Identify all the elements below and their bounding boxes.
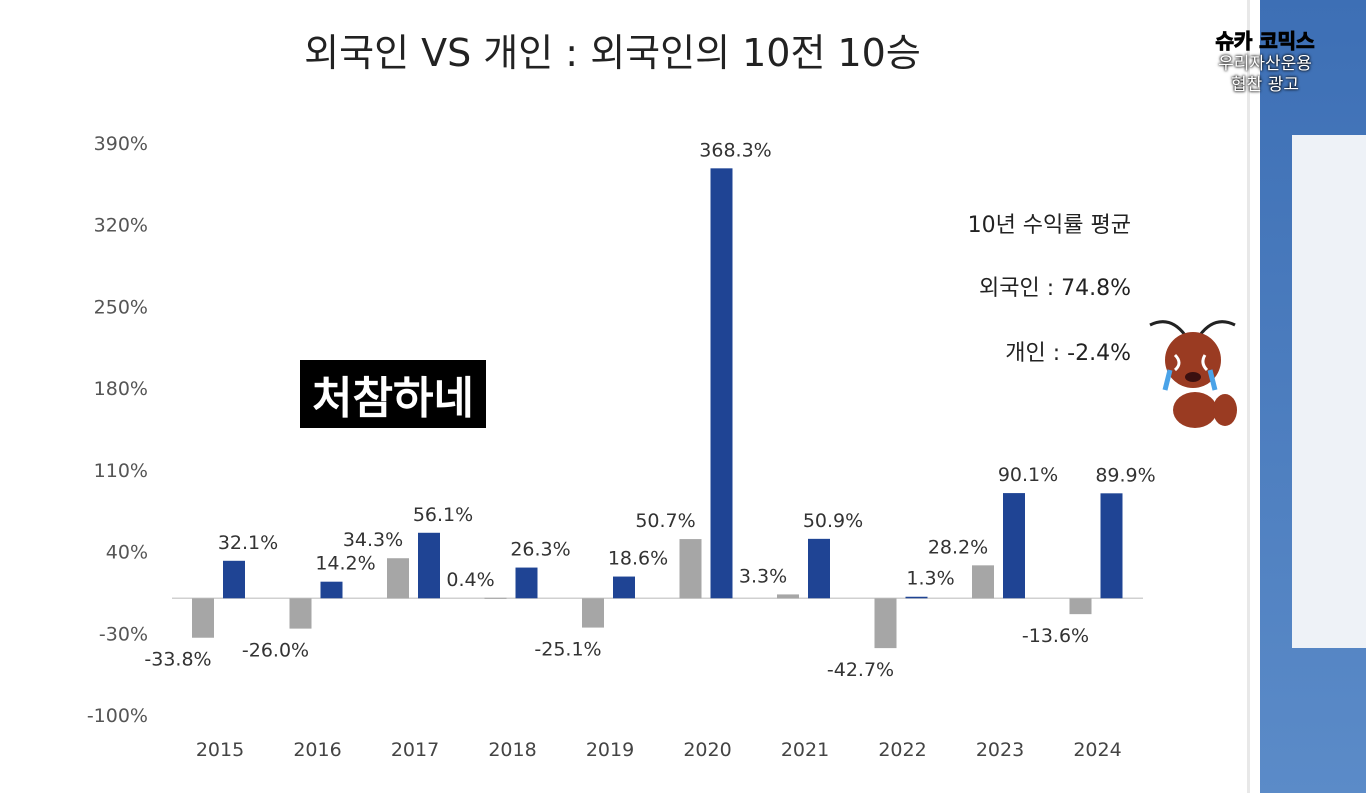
x-tick-label: 2016 — [293, 739, 341, 761]
data-label: 34.3% — [343, 529, 403, 551]
data-label: 90.1% — [998, 464, 1058, 486]
x-tick-label: 2017 — [391, 739, 439, 761]
data-label: 32.1% — [218, 532, 278, 554]
data-label: -33.8% — [144, 649, 211, 671]
y-tick-label: 250% — [94, 296, 148, 318]
data-label: 50.9% — [803, 510, 863, 532]
bar-foreign — [710, 168, 733, 599]
channel-logo: 슈카 코믹스 우리자산운용 협찬 광고 — [1200, 25, 1330, 96]
x-tick-label: 2023 — [976, 739, 1024, 761]
y-tick-label: 40% — [106, 542, 148, 564]
bar-foreign — [223, 560, 245, 599]
sponsor-line2: 협찬 광고 — [1231, 75, 1299, 95]
bar-individual — [387, 558, 409, 599]
bar-individual — [582, 598, 604, 628]
x-tick-label: 2022 — [878, 739, 926, 761]
data-label: -25.1% — [534, 639, 601, 661]
y-tick-label: -100% — [87, 705, 148, 727]
bar-individual — [1069, 598, 1092, 615]
data-label: 1.3% — [906, 568, 954, 590]
data-label: 0.4% — [446, 569, 494, 591]
y-tick-label: -30% — [99, 623, 148, 645]
presenter-video-area — [1292, 135, 1366, 648]
bar-foreign — [418, 532, 440, 599]
chart-title: 외국인 VS 개인 : 외국인의 10전 10승 — [304, 31, 921, 75]
data-label: 3.3% — [739, 565, 787, 587]
bar-individual — [777, 594, 799, 599]
data-label: -13.6% — [1022, 625, 1089, 647]
bar-foreign — [1003, 493, 1025, 599]
data-label: 56.1% — [413, 504, 473, 526]
bar-foreign — [1100, 493, 1123, 599]
data-label: 368.3% — [699, 139, 771, 161]
bar-foreign — [613, 576, 635, 599]
average-foreign: 외국인 : 74.8% — [978, 276, 1131, 301]
data-label: 26.3% — [510, 539, 570, 561]
x-tick-label: 2015 — [196, 739, 244, 761]
bar-foreign — [320, 581, 343, 599]
data-label: 89.9% — [1095, 464, 1155, 486]
y-tick-label: 320% — [94, 215, 148, 237]
bar-individual — [874, 598, 897, 649]
y-tick-label: 390% — [94, 133, 148, 155]
data-label: -26.0% — [242, 640, 309, 662]
divider — [1247, 0, 1250, 793]
video-subtitle: 처참하네 — [300, 360, 486, 428]
average-individual: 개인 : -2.4% — [1005, 341, 1131, 366]
data-label: 28.2% — [928, 536, 988, 558]
bar-individual — [484, 597, 507, 599]
bar-individual — [679, 539, 702, 599]
bar-chart: -100% -30% 40% 110% 180% 250% 320% 390% 2015 -33.… — [87, 133, 1156, 761]
bar-foreign — [515, 567, 538, 599]
y-tick-label: 180% — [94, 378, 148, 400]
crying-ant-icon — [1149, 320, 1237, 428]
data-label: 50.7% — [635, 510, 695, 532]
y-tick-label: 110% — [94, 460, 148, 482]
bar-individual — [192, 598, 214, 638]
data-label: 18.6% — [608, 548, 668, 570]
bar-foreign — [905, 596, 928, 599]
x-tick-label: 2024 — [1073, 739, 1121, 761]
average-heading: 10년 수익률 평균 — [967, 213, 1131, 238]
data-label: -42.7% — [827, 659, 894, 681]
bar-individual — [289, 598, 312, 629]
data-label: 14.2% — [315, 553, 375, 575]
x-tick-label: 2021 — [781, 739, 829, 761]
bar-foreign — [808, 538, 830, 599]
x-tick-label: 2019 — [586, 739, 634, 761]
sponsor-line1: 우리자산운용 — [1218, 54, 1312, 74]
bar-individual — [972, 565, 994, 599]
x-tick-label: 2020 — [683, 739, 731, 761]
x-tick-label: 2018 — [488, 739, 536, 761]
